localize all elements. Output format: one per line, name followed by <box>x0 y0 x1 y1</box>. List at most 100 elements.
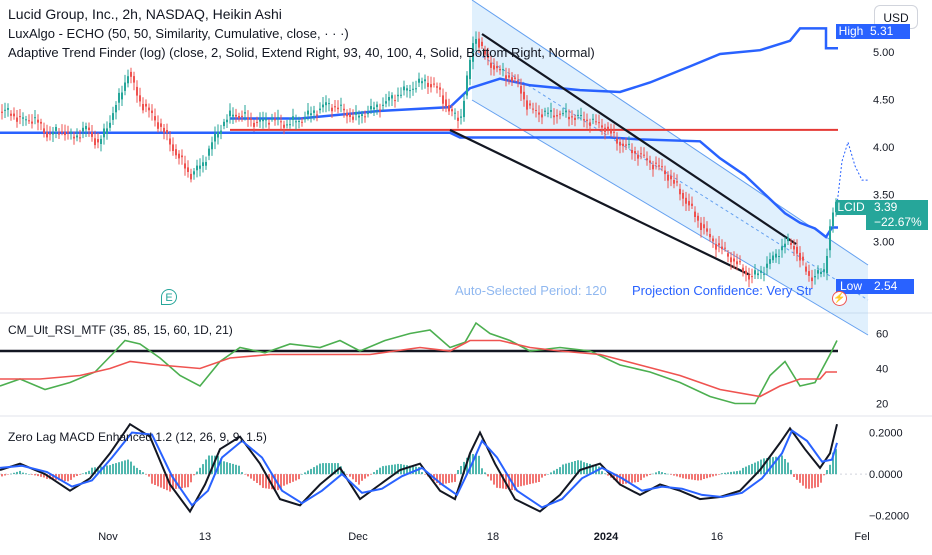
candle-body <box>268 122 270 125</box>
candle-body <box>289 124 291 126</box>
price-axis-label: 4.50 <box>873 95 894 107</box>
candle-body <box>190 173 192 180</box>
macd-histogram-bar <box>1 474 3 477</box>
candle-body <box>172 144 174 151</box>
macd-histogram-bar <box>193 474 195 476</box>
macd-histogram-bar <box>181 474 183 489</box>
macd-histogram-bar <box>706 474 708 479</box>
candle-body <box>448 105 450 112</box>
candle-body <box>808 271 810 276</box>
macd-histogram-bar <box>517 474 519 487</box>
candle-body <box>235 114 237 117</box>
candle-body <box>40 121 42 124</box>
rsi-pane-title[interactable]: CM_Ult_RSI_MTF (35, 85, 15, 60, 1D, 21) <box>8 323 233 337</box>
macd-histogram-bar <box>754 462 756 475</box>
candle-body <box>376 104 378 108</box>
flash-icon[interactable]: ⚡ <box>832 291 847 306</box>
macd-histogram-bar <box>589 463 591 475</box>
candle-body <box>544 110 546 112</box>
macd-histogram-bar <box>406 465 408 475</box>
macd-histogram-bar <box>349 474 351 477</box>
macd-histogram-bar <box>139 470 141 475</box>
macd-histogram-bar <box>262 474 264 488</box>
candle-body <box>82 127 84 132</box>
candle-body <box>109 122 111 128</box>
candle-body <box>364 116 366 118</box>
candle-body <box>112 113 114 120</box>
candle-body <box>571 116 573 118</box>
candle-body <box>805 266 807 272</box>
candle-body <box>610 130 612 134</box>
macd-histogram-bar <box>652 473 654 475</box>
candle-body <box>670 175 672 180</box>
price-axis-label: 3.50 <box>873 189 894 201</box>
earnings-icon[interactable]: E <box>161 289 177 305</box>
macd-histogram-bar <box>532 474 534 484</box>
candle-body <box>19 116 21 118</box>
candle-body <box>169 138 171 145</box>
candle-body <box>286 124 288 126</box>
candle-body <box>481 41 483 46</box>
candle-body <box>475 39 477 44</box>
candle-body <box>622 143 624 147</box>
candle-body <box>493 65 495 70</box>
macd-histogram-bar <box>376 469 378 475</box>
lcid-tag-change: −22.67% <box>874 215 922 229</box>
candle-body <box>556 115 558 117</box>
macd-histogram-bar <box>4 474 6 476</box>
candle-body <box>421 81 423 84</box>
candle-body <box>505 75 507 79</box>
candle-body <box>439 87 441 90</box>
macd-histogram-bar <box>709 474 711 478</box>
candle-body <box>676 181 678 183</box>
macd-histogram-bar <box>334 463 336 475</box>
macd-histogram-bar <box>607 474 609 476</box>
rsi-axis-label: 60 <box>876 329 888 341</box>
candle-body <box>163 127 165 133</box>
candle-body <box>499 68 501 71</box>
macd-histogram-bar <box>253 474 255 481</box>
macd-histogram-bar <box>592 464 594 475</box>
macd-histogram-bar <box>568 462 570 475</box>
candle-body <box>739 261 741 263</box>
macd-histogram-bar <box>685 474 687 479</box>
macd-histogram-bar <box>451 474 453 483</box>
candle-body <box>382 104 384 106</box>
candle-body <box>412 88 414 90</box>
candle-body <box>727 253 729 257</box>
candle-body <box>283 124 285 128</box>
macd-histogram-bar <box>304 472 306 475</box>
macd-histogram-bar <box>646 474 648 477</box>
indicator-trend-finder-label[interactable]: Adaptive Trend Finder (log) (close, 2, S… <box>8 45 595 60</box>
candle-body <box>772 255 774 261</box>
macd-histogram-bar <box>739 470 741 475</box>
candle-body <box>406 88 408 91</box>
candle-body <box>826 256 828 274</box>
candle-body <box>34 117 36 119</box>
macd-histogram-bar <box>382 466 384 475</box>
trailing-blue-line <box>0 131 838 239</box>
macd-histogram-bar <box>445 474 447 484</box>
candle-body <box>655 162 657 164</box>
macd-histogram-bar <box>223 461 225 475</box>
macd-histogram-bar <box>550 472 552 475</box>
macd-histogram-bar <box>757 461 759 475</box>
candle-body <box>157 122 159 129</box>
indicator-echo-label[interactable]: LuxAlgo - ECHO (50, 50, Similarity, Cumu… <box>8 26 349 41</box>
macd-histogram-bar <box>40 474 42 477</box>
macd-pane-title[interactable]: Zero Lag MACD Enhanced 1.2 (12, 26, 9, 9… <box>8 430 267 444</box>
candle-body <box>217 131 219 138</box>
candle-body <box>127 76 129 84</box>
candle-body <box>385 101 387 104</box>
macd-histogram-bar <box>373 472 375 475</box>
macd-histogram-bar <box>145 474 147 475</box>
macd-histogram-bar <box>565 463 567 475</box>
macd-histogram-bar <box>283 474 285 486</box>
macd-histogram-bar <box>508 474 510 490</box>
macd-histogram-bar <box>523 474 525 486</box>
candle-body <box>154 116 156 121</box>
macd-histogram-bar <box>235 464 237 475</box>
candle-body <box>760 270 762 273</box>
